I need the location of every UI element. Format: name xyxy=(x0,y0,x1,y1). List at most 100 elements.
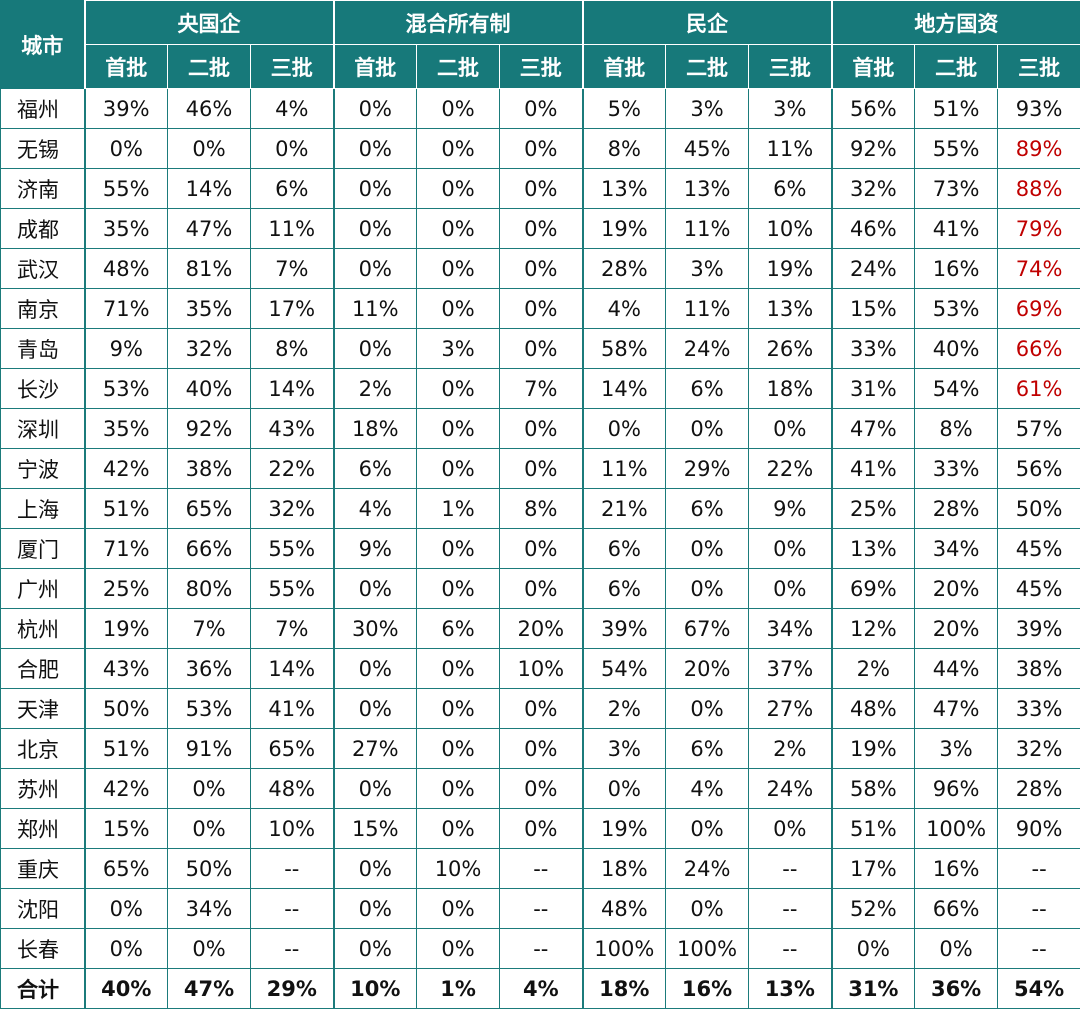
value-cell: 8% xyxy=(499,488,584,529)
value-cell: 35% xyxy=(83,208,168,249)
value-cell: 17% xyxy=(830,848,916,889)
value-cell: -- xyxy=(249,888,335,929)
value-cell: 24% xyxy=(665,328,750,369)
value-cell: 11% xyxy=(665,208,750,249)
value-cell: 0% xyxy=(830,928,916,969)
value-cell: 36% xyxy=(167,648,251,689)
value-cell: 56% xyxy=(997,448,1080,489)
value-cell: 71% xyxy=(83,288,168,329)
data-row: 长春 0% 0% -- 0% 0% -- 100% 100% -- 0% 0% -- xyxy=(0,928,1080,969)
value-cell: 66% xyxy=(997,328,1080,369)
value-cell: 13% xyxy=(665,168,750,209)
value-cell: 1% xyxy=(416,488,501,529)
data-row: 合肥 43% 36% 14% 0% 0% 10% 54% 20% 37% 2% 44% 38% xyxy=(0,648,1080,689)
value-cell: 0% xyxy=(416,768,501,809)
value-cell: 24% xyxy=(665,848,750,889)
value-cell: 53% xyxy=(914,288,999,329)
value-cell: 0% xyxy=(332,568,418,609)
data-row: 广州 25% 80% 55% 0% 0% 0% 6% 0% 0% 69% 20% 45% xyxy=(0,568,1080,609)
value-cell: 0% xyxy=(499,248,584,289)
data-row: 成都 35% 47% 11% 0% 0% 0% 19% 11% 10% 46% 41% 79% xyxy=(0,208,1080,249)
city-cell: 长春 xyxy=(0,928,85,969)
value-cell: 20% xyxy=(914,608,999,649)
value-cell: 88% xyxy=(997,168,1080,209)
batch-header: 二批 xyxy=(914,44,999,89)
batch-header-row: 首批 二批 三批 首批 二批 三批 首批 二批 三批 首批 二批 三批 xyxy=(1,44,1080,89)
value-cell: 54% xyxy=(914,368,999,409)
value-cell: 100% xyxy=(665,928,750,969)
batch-header: 三批 xyxy=(249,44,335,89)
value-cell: 0% xyxy=(332,648,418,689)
value-cell: 9% xyxy=(748,488,833,529)
data-row: 南京 71% 35% 17% 11% 0% 0% 4% 11% 13% 15% 53% 69% xyxy=(0,288,1080,329)
value-cell: 45% xyxy=(997,568,1080,609)
value-cell: 11% xyxy=(332,288,418,329)
value-cell: 2% xyxy=(830,648,916,689)
value-cell: 19% xyxy=(83,608,168,649)
value-cell: 0% xyxy=(416,888,501,929)
data-row: 宁波 42% 38% 22% 6% 0% 0% 11% 29% 22% 41% 33% 56% xyxy=(0,448,1080,489)
value-cell: 0% xyxy=(665,808,750,849)
value-cell: 14% xyxy=(581,368,667,409)
value-cell: 71% xyxy=(83,528,168,569)
value-cell: 39% xyxy=(997,608,1080,649)
value-cell: -- xyxy=(997,928,1080,969)
value-cell: 92% xyxy=(830,128,916,169)
city-cell: 杭州 xyxy=(0,608,85,649)
batch-header: 二批 xyxy=(416,44,501,89)
value-cell: -- xyxy=(997,848,1080,889)
batch-header: 首批 xyxy=(83,44,168,89)
value-cell: 35% xyxy=(83,408,168,449)
value-cell: 0% xyxy=(748,808,833,849)
value-cell: 26% xyxy=(748,328,833,369)
value-cell: 0% xyxy=(748,568,833,609)
value-cell: 0% xyxy=(499,768,584,809)
value-cell: 20% xyxy=(665,648,750,689)
city-cell: 合肥 xyxy=(0,648,85,689)
value-cell: 0% xyxy=(499,328,584,369)
value-cell: 38% xyxy=(167,448,251,489)
value-cell: 0% xyxy=(748,528,833,569)
value-cell: -- xyxy=(249,928,335,969)
city-cell: 厦门 xyxy=(0,528,85,569)
value-cell: 4% xyxy=(665,768,750,809)
value-cell: 31% xyxy=(830,368,916,409)
value-cell: 6% xyxy=(748,168,833,209)
corner-header: 城市 xyxy=(0,0,85,89)
value-cell: 11% xyxy=(249,208,335,249)
value-cell: 3% xyxy=(914,728,999,769)
value-cell: 0% xyxy=(83,888,168,929)
value-cell: 28% xyxy=(914,488,999,529)
value-cell: 38% xyxy=(997,648,1080,689)
value-cell: 33% xyxy=(914,448,999,489)
value-cell: 55% xyxy=(83,168,168,209)
value-cell: 3% xyxy=(665,248,750,289)
value-cell: 28% xyxy=(581,248,667,289)
value-cell: 73% xyxy=(914,168,999,209)
value-cell: 2% xyxy=(581,688,667,729)
value-cell: 56% xyxy=(830,88,916,129)
value-cell: 4% xyxy=(581,288,667,329)
value-cell: 15% xyxy=(830,288,916,329)
value-cell: 0% xyxy=(416,448,501,489)
city-cell: 郑州 xyxy=(0,808,85,849)
value-cell: 27% xyxy=(332,728,418,769)
value-cell: 18% xyxy=(581,968,667,1009)
batch-header: 首批 xyxy=(332,44,418,89)
value-cell: 28% xyxy=(997,768,1080,809)
value-cell: 92% xyxy=(167,408,251,449)
value-cell: 0% xyxy=(499,408,584,449)
value-cell: -- xyxy=(997,888,1080,929)
value-cell: 47% xyxy=(830,408,916,449)
value-cell: 20% xyxy=(499,608,584,649)
value-cell: 53% xyxy=(167,688,251,729)
value-cell: 0% xyxy=(416,248,501,289)
value-cell: 10% xyxy=(332,968,418,1009)
value-cell: 54% xyxy=(997,968,1080,1009)
value-cell: 10% xyxy=(499,648,584,689)
data-row: 北京 51% 91% 65% 27% 0% 0% 3% 6% 2% 19% 3% 32% xyxy=(0,728,1080,769)
value-cell: 32% xyxy=(249,488,335,529)
value-cell: 3% xyxy=(748,88,833,129)
value-cell: 4% xyxy=(332,488,418,529)
